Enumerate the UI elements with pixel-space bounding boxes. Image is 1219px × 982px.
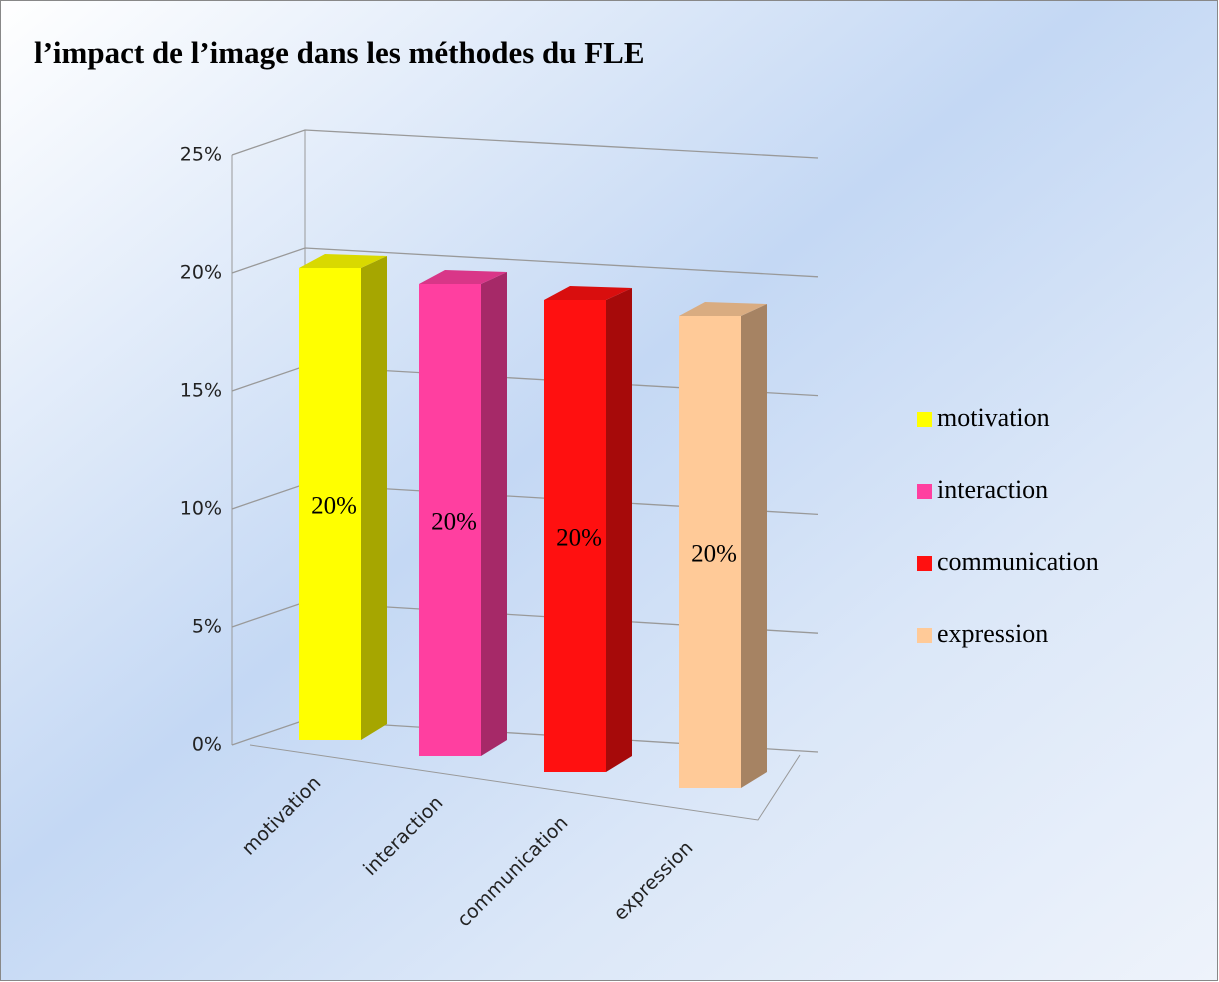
data-label: 20% bbox=[431, 509, 477, 536]
bar bbox=[299, 268, 361, 740]
y-tick-label: 5% bbox=[192, 616, 222, 638]
y-tick-label: 25% bbox=[180, 144, 222, 166]
floor-edge bbox=[249, 744, 801, 821]
legend-label: interaction bbox=[937, 475, 1048, 504]
bar bbox=[419, 284, 481, 756]
data-label: 20% bbox=[556, 525, 602, 552]
bar-top bbox=[544, 286, 632, 300]
legend-swatch bbox=[917, 484, 932, 499]
bar-top bbox=[299, 254, 387, 268]
legend-label: motivation bbox=[937, 403, 1050, 432]
data-label: 20% bbox=[691, 541, 737, 568]
data-label: 20% bbox=[311, 493, 357, 520]
bar-side bbox=[361, 256, 387, 740]
y-tick-label: 10% bbox=[180, 498, 222, 520]
bar-side bbox=[481, 272, 507, 756]
legend-swatch bbox=[917, 412, 932, 427]
y-tick-label: 20% bbox=[180, 262, 222, 284]
y-tick-label: 15% bbox=[180, 380, 222, 402]
legend-swatch bbox=[917, 556, 932, 571]
bar-side bbox=[741, 304, 767, 788]
y-tick-label: 0% bbox=[192, 734, 222, 756]
legend-label: expression bbox=[937, 619, 1048, 648]
bar-side bbox=[606, 288, 632, 772]
bar-top bbox=[679, 302, 767, 316]
bar bbox=[544, 300, 606, 772]
grid-line bbox=[231, 247, 819, 278]
legend-swatch bbox=[917, 628, 932, 643]
grid-line bbox=[231, 129, 819, 159]
chart-title: l’impact de l’image dans les méthodes du… bbox=[34, 35, 645, 70]
legend-label: communication bbox=[937, 547, 1099, 576]
bar-top bbox=[419, 270, 507, 284]
bar bbox=[679, 316, 741, 788]
